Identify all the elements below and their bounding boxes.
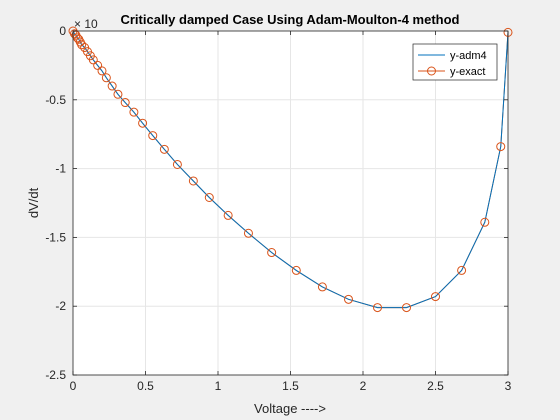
data-point-y-exact xyxy=(188,176,198,186)
x-axis-label: Voltage ----> xyxy=(254,401,326,416)
data-point-y-exact xyxy=(317,282,327,292)
data-point-y-exact xyxy=(267,248,277,258)
x-tick-label: 1.5 xyxy=(282,379,299,393)
y-exponent-label: × 10 xyxy=(74,17,98,31)
data-point-y-exact xyxy=(496,142,506,152)
y-tick-label: -1.5 xyxy=(45,230,66,244)
data-point-y-exact xyxy=(159,144,169,154)
x-tick-label: 0 xyxy=(70,379,77,393)
data-point-y-exact xyxy=(243,228,253,238)
data-point-y-exact xyxy=(431,292,440,302)
x-tick-label: 1 xyxy=(215,379,222,393)
data-point-y-exact xyxy=(291,265,301,275)
data-point-y-exact xyxy=(101,73,111,83)
y-axis-label: dV/dt xyxy=(26,187,41,218)
y-tick-label: -0.5 xyxy=(45,93,66,107)
data-point-y-exact xyxy=(77,40,87,50)
y-tick-label: -1 xyxy=(55,162,66,176)
ticks: 0 0.5 1 1.5 2 2.5 3 0 -0.5 -1 -1.5 -2 -2.5 xyxy=(45,24,511,393)
data-point-y-exact xyxy=(88,55,98,65)
data-point-y-exact xyxy=(480,217,490,227)
data-point-y-exact xyxy=(148,131,158,141)
y-tick-label: -2 xyxy=(55,299,66,313)
data-point-y-exact xyxy=(223,210,233,220)
data-point-y-exact xyxy=(172,159,182,169)
series-layer xyxy=(68,26,513,313)
legend-entry-y-exact: y-exact xyxy=(450,66,485,78)
y-tick-label: -2.5 xyxy=(45,368,66,382)
chart-title: Critically damped Case Using Adam-Moulto… xyxy=(120,12,459,27)
data-point-y-exact xyxy=(97,66,107,76)
x-tick-label: 0.5 xyxy=(137,379,154,393)
x-tick-label: 2 xyxy=(360,379,367,393)
y-tick-label: 0 xyxy=(59,24,66,38)
legend-marker-y-exact xyxy=(427,66,436,76)
data-point-y-exact xyxy=(204,192,214,202)
data-point-y-exact xyxy=(120,98,130,108)
data-point-y-exact xyxy=(113,89,123,99)
legend-entry-y-adm4: y-adm4 xyxy=(450,50,487,62)
data-point-y-exact xyxy=(402,303,411,313)
data-point-y-exact xyxy=(107,81,117,91)
data-point-y-exact xyxy=(93,60,103,70)
data-point-y-exact xyxy=(344,294,353,304)
legend-box xyxy=(412,43,498,81)
data-point-y-exact xyxy=(129,107,139,117)
x-tick-label: 3 xyxy=(505,379,512,393)
x-tick-label: 2.5 xyxy=(427,379,444,393)
data-point-y-exact xyxy=(138,118,148,128)
legend: y-adm4 y-exact xyxy=(412,43,498,81)
data-point-y-exact xyxy=(373,303,382,313)
data-point-y-exact xyxy=(457,265,467,275)
